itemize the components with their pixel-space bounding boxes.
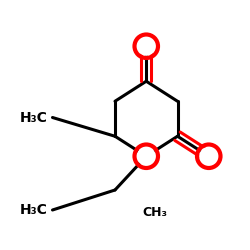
Circle shape [199, 146, 218, 166]
Text: CH₃: CH₃ [142, 206, 168, 219]
Text: H₃C: H₃C [20, 110, 48, 124]
Circle shape [136, 146, 156, 166]
Circle shape [136, 36, 156, 56]
Text: H₃C: H₃C [20, 203, 48, 217]
